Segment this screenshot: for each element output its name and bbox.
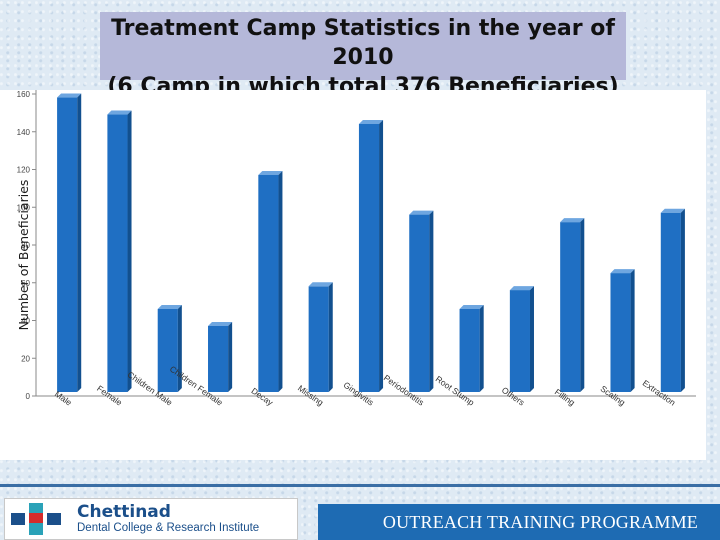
bar-side-12 — [680, 208, 685, 392]
bar-side-8 — [479, 304, 484, 392]
bar-1 — [107, 114, 128, 392]
chart-title: Treatment Camp Statistics in the year of… — [100, 14, 626, 101]
bar-top-5 — [308, 282, 333, 287]
bar-12 — [660, 212, 681, 392]
logo-subtitle: Dental College & Research Institute — [77, 522, 260, 534]
bar-5 — [308, 286, 329, 392]
bar-top-9 — [509, 286, 534, 291]
y-tick-label: 60 — [21, 279, 30, 288]
institute-logo: Chettinad Dental College & Research Inst… — [4, 498, 298, 540]
program-banner — [318, 504, 720, 540]
y-tick-label: 100 — [17, 203, 31, 212]
bar-side-2 — [177, 304, 182, 392]
bar-top-11 — [610, 269, 635, 274]
bar-top-3 — [208, 321, 233, 326]
bar-side-1 — [127, 110, 132, 392]
bar-8 — [459, 308, 480, 392]
bar-6 — [358, 123, 380, 392]
bar-side-4 — [278, 170, 283, 392]
bar-side-10 — [580, 218, 585, 392]
bar-top-8 — [459, 304, 484, 309]
bar-3 — [208, 325, 229, 392]
bar-side-0 — [77, 93, 82, 393]
bar-top-10 — [560, 218, 585, 223]
bar-top-4 — [258, 170, 283, 175]
bar-side-7 — [429, 210, 434, 392]
y-tick-label: 0 — [26, 392, 31, 401]
logo-cross-icon — [11, 503, 61, 535]
bar-2 — [157, 308, 178, 392]
bar-top-12 — [660, 208, 685, 213]
title-line-2: 2010 — [332, 45, 394, 70]
bar-top-2 — [157, 304, 182, 309]
y-tick-label: 120 — [17, 166, 31, 175]
bar-0 — [57, 97, 78, 393]
bar-4 — [258, 174, 279, 392]
bar-7 — [409, 214, 430, 392]
y-tick-label: 40 — [21, 317, 30, 326]
title-line-1: Treatment Camp Statistics in the year of — [111, 16, 615, 41]
y-tick-label: 20 — [21, 354, 30, 363]
bar-top-6 — [358, 119, 384, 124]
bar-side-5 — [328, 282, 333, 392]
bar-10 — [560, 222, 581, 392]
bar-side-3 — [228, 321, 233, 392]
y-axis-title: Number of Beneficiaries — [16, 180, 31, 331]
footer-divider — [0, 484, 720, 487]
bar-11 — [610, 273, 631, 392]
y-tick-label: 80 — [21, 241, 30, 250]
logo-name: Chettinad — [77, 502, 171, 522]
y-tick-label: 160 — [17, 90, 31, 99]
bar-side-9 — [529, 286, 534, 392]
bar-top-0 — [57, 93, 82, 98]
bar-side-6 — [379, 119, 384, 392]
bar-side-11 — [630, 269, 635, 392]
chart-area: 0 20 40 60 80 100 120 140 160 Number of Beneficia… — [0, 90, 706, 460]
bar-chart: 0 20 40 60 80 100 120 140 160 Number of Beneficia… — [16, 90, 696, 408]
title-banner — [100, 12, 626, 80]
bar-9 — [509, 290, 530, 392]
bar-top-7 — [409, 210, 434, 215]
program-label: OUTREACH TRAINING PROGRAMME — [382, 512, 698, 532]
bar-top-1 — [107, 110, 132, 115]
y-tick-label: 140 — [17, 128, 31, 137]
